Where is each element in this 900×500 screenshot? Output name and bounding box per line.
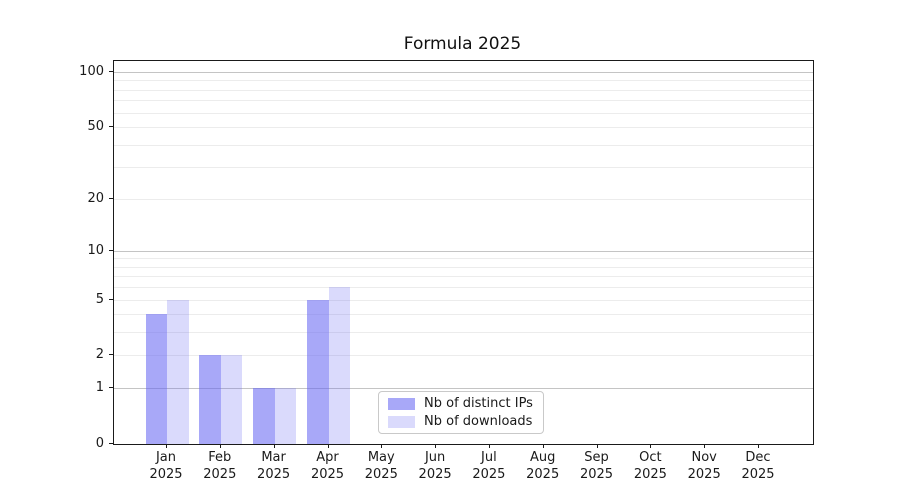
x-tick-label-nov: Nov2025 xyxy=(674,449,734,483)
x-tick-mark xyxy=(543,444,544,448)
bar-downloads-feb xyxy=(221,355,243,444)
y-tick-mark xyxy=(109,71,113,72)
x-tick-label-jul: Jul2025 xyxy=(459,449,519,483)
x-tick-mark xyxy=(274,444,275,448)
x-tick-label-aug: Aug2025 xyxy=(513,449,573,483)
y-tick-mark xyxy=(109,250,113,251)
x-tick-label-dec: Dec2025 xyxy=(728,449,788,483)
bar-distinct-ips-apr xyxy=(307,300,329,444)
x-tick-mark xyxy=(381,444,382,448)
y-tick-mark xyxy=(109,299,113,300)
legend-item-downloads: Nb of downloads xyxy=(379,414,543,429)
gridline-minor xyxy=(114,90,813,91)
legend-swatch-distinct-ips xyxy=(388,398,415,410)
x-tick-label-jun: Jun2025 xyxy=(405,449,465,483)
x-tick-label-feb: Feb2025 xyxy=(190,449,250,483)
bar-distinct-ips-jan xyxy=(146,314,168,444)
gridline-minor xyxy=(114,258,813,259)
legend-label-downloads: Nb of downloads xyxy=(424,414,532,429)
gridline-minor xyxy=(114,80,813,81)
y-tick-label: 20 xyxy=(34,192,104,205)
gridline-minor xyxy=(114,199,813,200)
plot-area: Nb of distinct IPs Nb of downloads xyxy=(113,60,814,445)
x-tick-label-sep: Sep2025 xyxy=(567,449,627,483)
x-tick-mark xyxy=(704,444,705,448)
x-tick-mark xyxy=(650,444,651,448)
x-tick-mark xyxy=(758,444,759,448)
y-tick-mark xyxy=(109,198,113,199)
gridline-minor xyxy=(114,300,813,301)
x-tick-mark xyxy=(597,444,598,448)
gridline-minor xyxy=(114,276,813,277)
y-tick-mark xyxy=(109,354,113,355)
y-tick-label: 100 xyxy=(34,65,104,78)
gridline-major xyxy=(114,72,813,73)
gridline-minor xyxy=(114,332,813,333)
y-tick-label: 2 xyxy=(34,348,104,361)
figure: Formula 2025 Nb of distinct IPs Nb of do… xyxy=(0,0,900,500)
legend-swatch-downloads xyxy=(388,416,415,428)
bar-downloads-apr xyxy=(329,287,351,444)
x-tick-label-may: May2025 xyxy=(351,449,411,483)
x-tick-mark xyxy=(166,444,167,448)
y-tick-label: 0 xyxy=(34,437,104,450)
y-tick-mark xyxy=(109,126,113,127)
bar-downloads-mar xyxy=(275,388,297,444)
gridline-minor xyxy=(114,314,813,315)
x-tick-label-jan: Jan2025 xyxy=(136,449,196,483)
x-tick-mark xyxy=(220,444,221,448)
gridline-major xyxy=(114,251,813,252)
y-tick-label: 5 xyxy=(34,293,104,306)
gridline-minor xyxy=(114,100,813,101)
bar-downloads-jan xyxy=(167,300,189,444)
y-tick-mark xyxy=(109,443,113,444)
x-tick-label-apr: Apr2025 xyxy=(298,449,358,483)
gridline-minor xyxy=(114,113,813,114)
legend: Nb of distinct IPs Nb of downloads xyxy=(378,391,544,434)
gridline-minor xyxy=(114,287,813,288)
gridline-minor xyxy=(114,127,813,128)
gridline-minor xyxy=(114,267,813,268)
legend-item-distinct-ips: Nb of distinct IPs xyxy=(379,396,543,411)
chart-title: Formula 2025 xyxy=(113,34,812,54)
y-tick-label: 1 xyxy=(34,381,104,394)
y-tick-label: 10 xyxy=(34,244,104,257)
x-tick-mark xyxy=(435,444,436,448)
legend-label-distinct-ips: Nb of distinct IPs xyxy=(424,396,533,411)
x-tick-mark xyxy=(328,444,329,448)
gridline-minor xyxy=(114,167,813,168)
x-tick-label-oct: Oct2025 xyxy=(620,449,680,483)
y-tick-label: 50 xyxy=(34,120,104,133)
bar-distinct-ips-feb xyxy=(199,355,221,444)
x-tick-mark xyxy=(489,444,490,448)
bar-distinct-ips-mar xyxy=(253,388,275,444)
x-tick-label-mar: Mar2025 xyxy=(244,449,304,483)
y-tick-mark xyxy=(109,387,113,388)
gridline-minor xyxy=(114,145,813,146)
